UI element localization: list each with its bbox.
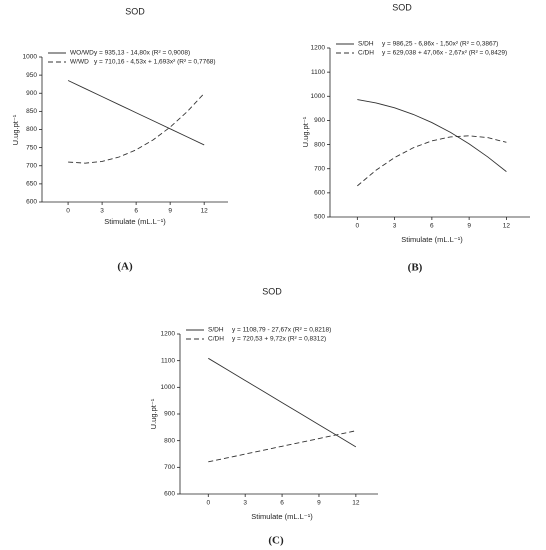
chart-panel: SOD Stimulate (mL.L⁻¹) U.ug.pt⁻¹ (C) 600 700 8… [149,286,378,547]
panel-label: (C) [268,535,284,547]
y-tick-label: 700 [26,162,37,169]
x-tick-label: 6 [134,208,138,215]
series-line [357,99,507,172]
legend-name: C/DH [358,50,374,57]
y-tick-label: 500 [314,214,325,221]
legend-name: WO/WD [70,50,94,57]
y-tick-label: 1100 [311,69,325,76]
x-tick-label: 6 [280,500,284,507]
x-tick-label: 9 [467,223,471,230]
legend-name: W/WD [70,59,89,66]
chart-title: SOD [262,286,282,296]
x-tick-label: 12 [352,500,360,507]
legend-equation: y = 720,53 + 9,72x (R² = 0,8312) [232,336,326,343]
x-tick-label: 9 [168,208,172,215]
chart-title: SOD [125,6,145,16]
legend-name: S/DH [208,327,224,334]
y-axis-label: U.ug.pt⁻¹ [301,116,310,147]
x-tick-label: 12 [201,208,209,215]
x-axis-label: Stimulate (mL.L⁻¹) [401,235,463,244]
y-axis-label: U.ug.pt⁻¹ [11,114,20,145]
y-tick-label: 900 [314,117,325,124]
y-tick-label: 1100 [161,357,175,364]
series-line [357,135,507,187]
y-tick-label: 1000 [161,384,176,391]
y-tick-label: 650 [26,181,37,188]
y-tick-label: 600 [26,199,37,206]
y-tick-label: 900 [26,90,37,97]
y-tick-label: 950 [26,72,37,79]
x-tick-label: 12 [503,223,511,230]
legend-equation: y = 710,16 - 4,53x + 1,693x² (R² = 0,776… [94,59,216,66]
panel-label: (B) [408,262,423,274]
legend-name: S/DH [358,41,374,48]
series-line [208,430,356,463]
x-axis-label: Stimulate (mL.L⁻¹) [104,217,166,226]
y-tick-label: 800 [164,437,175,444]
chart-panel: SOD Stimulate (mL.L⁻¹) U.ug.pt⁻¹ (A) 600 650 7… [11,6,228,273]
y-tick-label: 700 [314,165,325,172]
chart-panel: SOD Stimulate (mL.L⁻¹) U.ug.pt⁻¹ (B) 500 600 7… [301,2,530,274]
legend-equation: y = 629,038 + 47,06x - 2,67x² (R² = 0,84… [382,50,507,57]
x-tick-label: 3 [243,500,247,507]
x-tick-label: 0 [356,223,360,230]
y-tick-label: 750 [26,144,37,151]
series-line [208,357,357,448]
y-tick-label: 850 [26,108,37,115]
x-tick-label: 3 [100,208,104,215]
y-tick-label: 600 [164,491,175,498]
y-tick-label: 900 [164,411,175,418]
chart-title: SOD [392,2,412,12]
x-tick-label: 0 [66,208,70,215]
x-axis-label: Stimulate (mL.L⁻¹) [251,512,313,521]
y-tick-label: 600 [314,190,325,197]
y-tick-label: 1000 [23,54,38,61]
y-tick-label: 1200 [161,331,176,338]
series-line [68,93,205,164]
y-tick-label: 800 [314,141,325,148]
x-tick-label: 0 [206,500,210,507]
y-tick-label: 800 [26,126,37,133]
x-tick-label: 6 [430,223,434,230]
legend-equation: y = 1108,79 - 27,67x (R² = 0,8218) [232,327,331,334]
legend-equation: y = 986,25 - 6,86x - 1,50x² (R² = 0,3867… [382,41,498,48]
legend-equation: y = 935,13 - 14,80x (R² = 0,9008) [94,50,190,57]
series-line [67,80,205,146]
x-tick-label: 9 [317,500,321,507]
y-tick-label: 1000 [311,93,326,100]
legend-name: C/DH [208,336,224,343]
x-tick-label: 3 [393,223,397,230]
y-tick-label: 700 [164,464,175,471]
y-tick-label: 1200 [311,45,326,52]
panel-label: (A) [117,261,133,273]
y-axis-label: U.ug.pt⁻¹ [149,398,158,429]
